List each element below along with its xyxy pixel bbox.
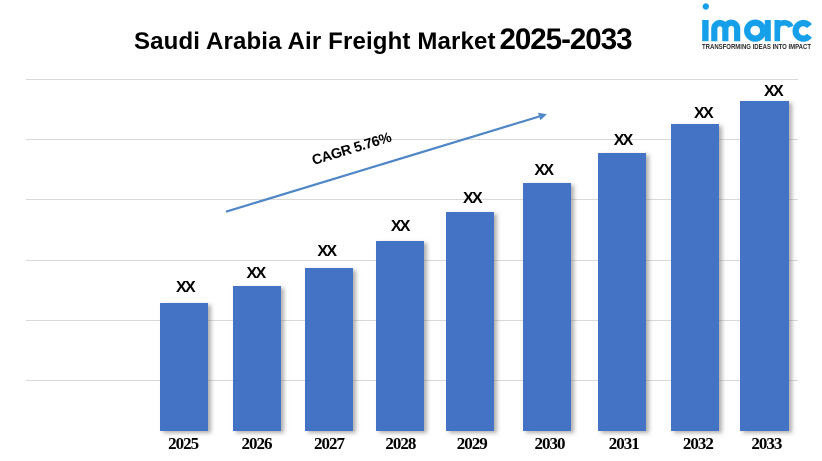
svg-text:TRANSFORMING IDEAS INTO IMPACT: TRANSFORMING IDEAS INTO IMPACT <box>702 44 812 51</box>
